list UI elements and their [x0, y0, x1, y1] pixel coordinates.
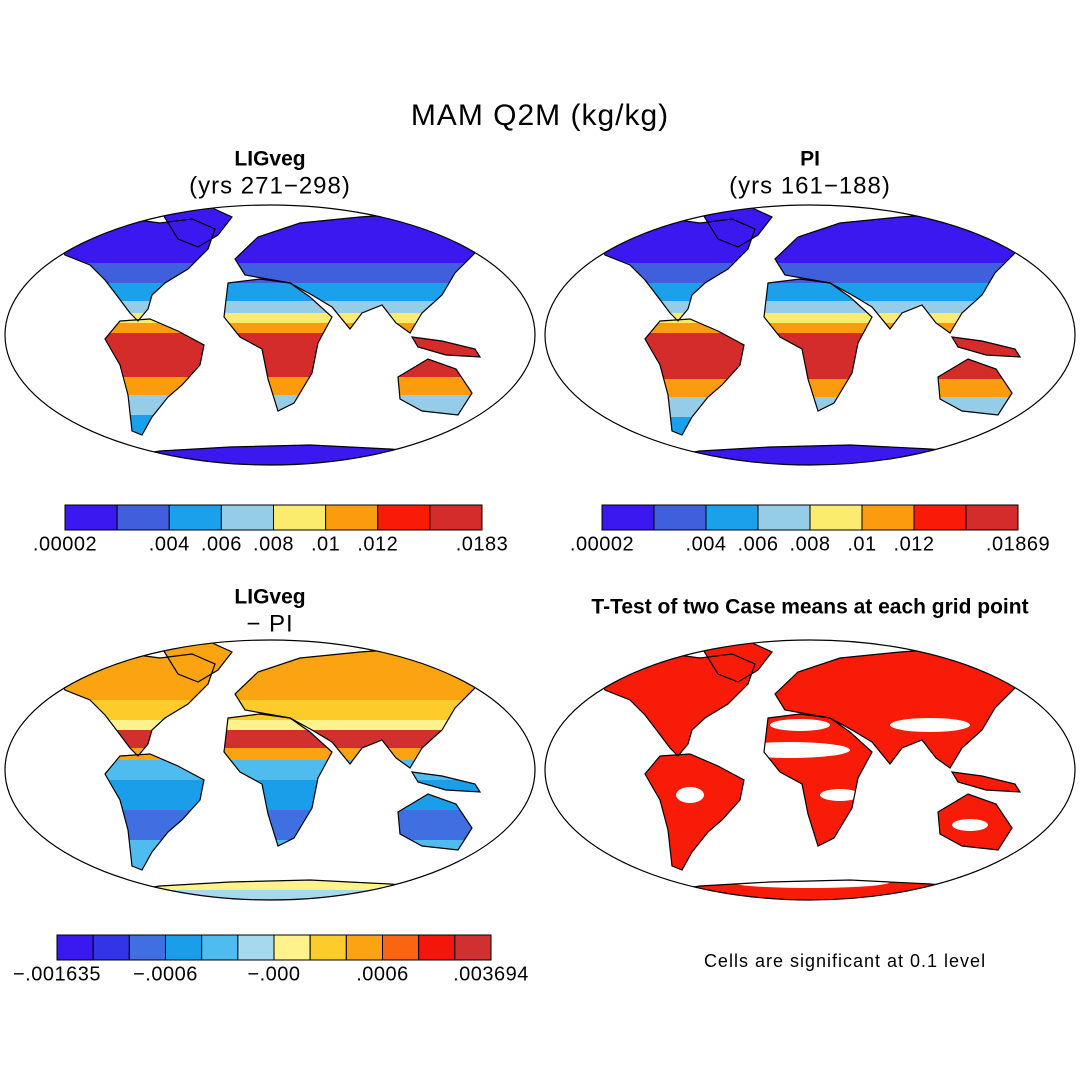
colorbar-label: .0006: [356, 963, 409, 985]
map: [544, 204, 1076, 466]
colorbar-box: [64, 504, 118, 531]
colorbar-box: [325, 504, 379, 531]
colorbar-label: .01: [847, 533, 876, 555]
colorbar-label: .01869: [986, 533, 1050, 555]
figure-title: MAM Q2M (kg/kg): [411, 99, 669, 132]
colorbar-box: [309, 934, 347, 961]
colorbar-box: [757, 504, 811, 531]
colorbar-label: −.000: [247, 963, 300, 985]
colorbar-label: .004: [149, 533, 190, 555]
colorbar-label: .003694: [453, 963, 529, 985]
map: [4, 204, 536, 466]
panel-title: PI: [800, 148, 820, 171]
colorbar-label: −.0006: [133, 963, 198, 985]
colorbar-box: [913, 504, 967, 531]
colorbar-box: [273, 504, 327, 531]
colorbar-box: [454, 934, 492, 961]
colorbar-box: [382, 934, 420, 961]
globe-outline: [544, 639, 1076, 901]
colorbar-box: [965, 504, 1019, 531]
colorbar-box: [705, 504, 759, 531]
panel-subtitle: (yrs 161−188): [729, 172, 891, 199]
colorbar-box: [418, 934, 456, 961]
colorbar-label: .00002: [570, 533, 634, 555]
colorbar-box: [809, 504, 863, 531]
colorbar-box: [165, 934, 203, 961]
colorbar-box: [601, 504, 655, 531]
panel-note: Cells are significant at 0.1 level: [704, 951, 986, 971]
colorbar-box: [429, 504, 483, 531]
panel-title: LIGveg: [234, 586, 305, 609]
panel-title: LIGveg: [234, 148, 305, 171]
colorbar-label: .012: [357, 533, 398, 555]
colorbar-box: [377, 504, 431, 531]
colorbar-box: [237, 934, 275, 961]
colorbar-label: .004: [686, 533, 727, 555]
colorbar-box: [128, 934, 166, 961]
colorbar-box: [220, 504, 274, 531]
colorbar-box: [201, 934, 239, 961]
colorbar-label: .00002: [33, 533, 97, 555]
panel-subtitle: − PI: [246, 610, 293, 637]
panel-title: T-Test of two Case means at each grid po…: [591, 596, 1028, 619]
colorbar-box: [56, 934, 94, 961]
map: [544, 639, 1076, 901]
land: [570, 642, 1050, 900]
globe-outline: [4, 204, 536, 466]
colorbar-label: .008: [253, 533, 294, 555]
land: [30, 207, 510, 465]
colorbar-label: .006: [201, 533, 242, 555]
colorbar-label: .01: [311, 533, 340, 555]
colorbar-box: [345, 934, 384, 961]
panel-subtitle: (yrs 271−298): [189, 172, 351, 199]
colorbar-box: [116, 504, 170, 531]
colorbar-box: [653, 504, 707, 531]
colorbar-box: [168, 504, 222, 531]
land: [30, 642, 510, 900]
globe-outline: [544, 204, 1076, 466]
colorbar-label: .012: [894, 533, 935, 555]
land: [570, 207, 1050, 465]
colorbar-label: .0183: [456, 533, 509, 555]
colorbar-box: [861, 504, 915, 531]
map: [4, 639, 536, 901]
globe-outline: [4, 639, 536, 901]
colorbar-box: [92, 934, 130, 961]
colorbar-label: .006: [738, 533, 779, 555]
colorbar-box: [273, 934, 311, 961]
colorbar-label: .008: [790, 533, 831, 555]
colorbar-label: −.001635: [13, 963, 101, 985]
